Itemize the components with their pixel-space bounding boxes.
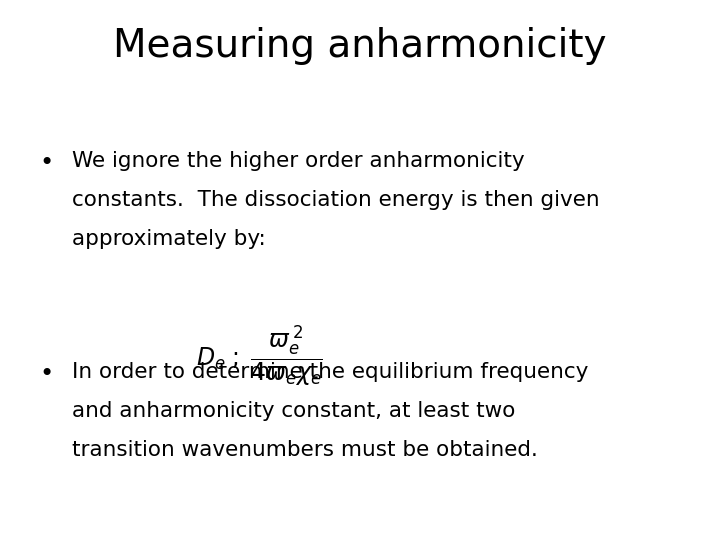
Text: constants.  The dissociation energy is then given: constants. The dissociation energy is th… [72, 190, 600, 210]
Text: In order to determine the equilibrium frequency: In order to determine the equilibrium fr… [72, 362, 588, 382]
Text: •: • [40, 151, 54, 175]
Text: •: • [40, 362, 54, 386]
Text: Measuring anharmonicity: Measuring anharmonicity [113, 27, 607, 65]
Text: We ignore the higher order anharmonicity: We ignore the higher order anharmonicity [72, 151, 525, 171]
Text: and anharmonicity constant, at least two: and anharmonicity constant, at least two [72, 401, 516, 421]
Text: transition wavenumbers must be obtained.: transition wavenumbers must be obtained. [72, 440, 538, 460]
Text: $D_e\;;\;\dfrac{\varpi_e^{\,2}}{4\varpi_e\chi_e}$: $D_e\;;\;\dfrac{\varpi_e^{\,2}}{4\varpi_… [196, 323, 323, 388]
Text: approximately by:: approximately by: [72, 229, 266, 249]
